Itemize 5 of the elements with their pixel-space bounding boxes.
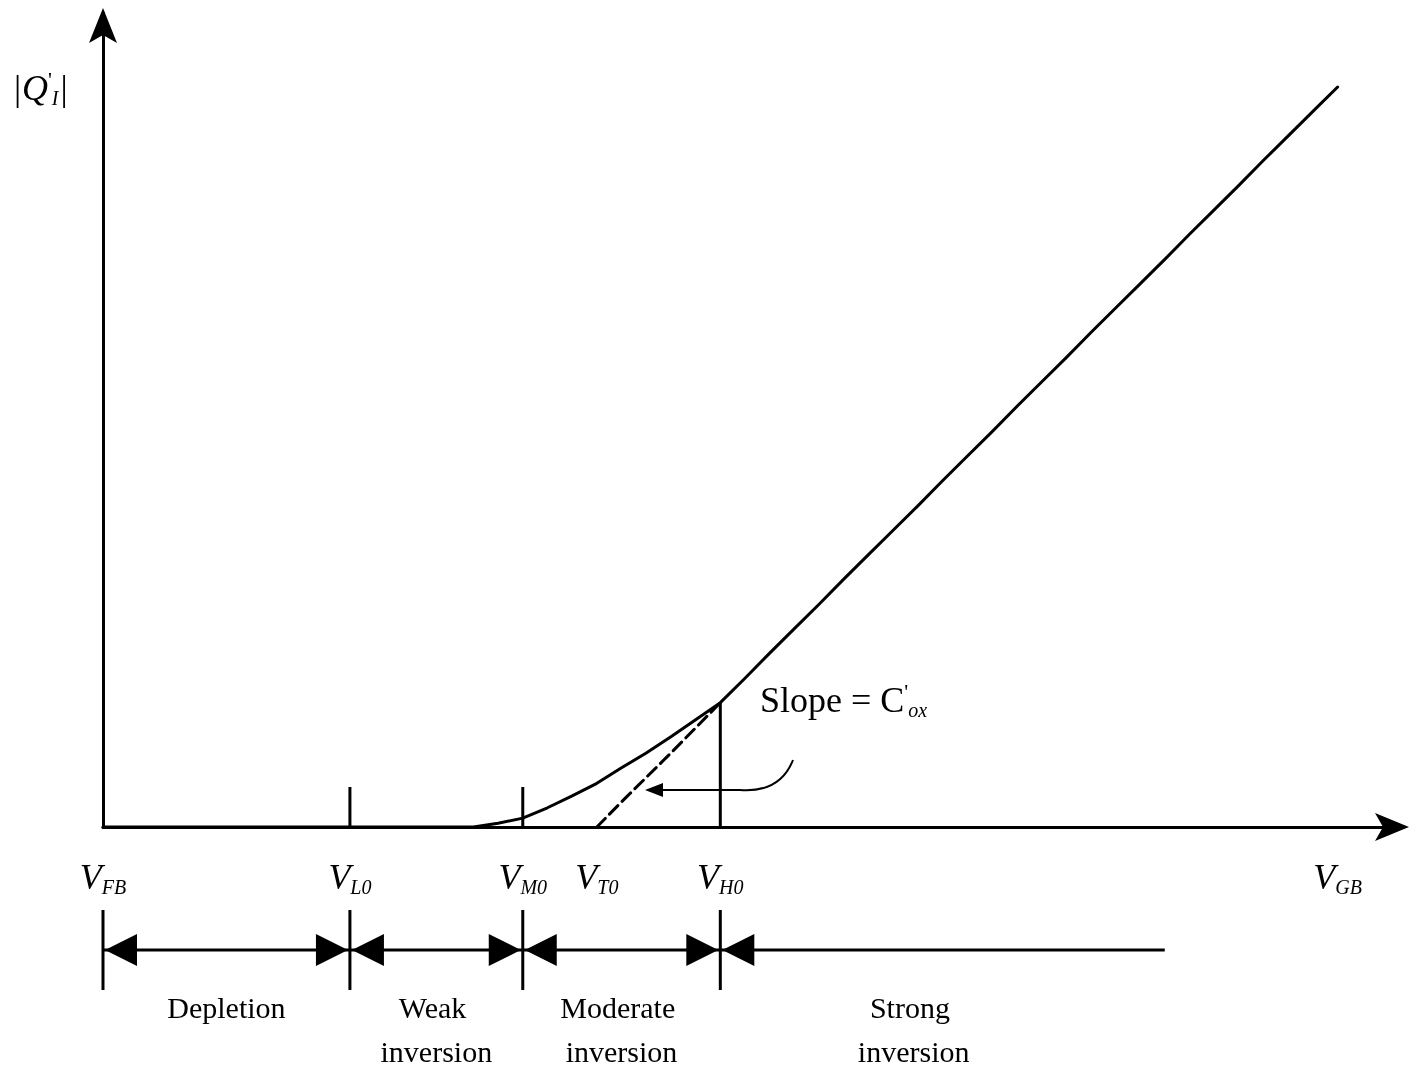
text: Strong inversion xyxy=(857,990,970,1066)
annotation: Slope = C'ox xyxy=(760,678,928,721)
text: Weak inversion xyxy=(380,990,493,1066)
text: Moderate inversion xyxy=(560,990,683,1066)
text: Depletion xyxy=(167,990,286,1024)
